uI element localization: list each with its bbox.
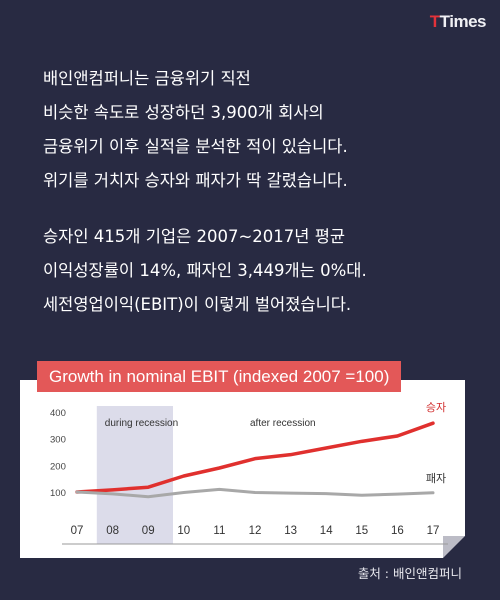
x-tick-label: 14 bbox=[320, 525, 333, 537]
y-tick-label: 300 bbox=[50, 435, 66, 446]
x-tick-label: 10 bbox=[177, 525, 190, 537]
x-tick-label: 08 bbox=[106, 525, 119, 537]
series-line-winner bbox=[75, 421, 435, 494]
body-text-line: 이익성장률이 14%, 패자인 3,449개는 0%대. bbox=[43, 261, 367, 280]
series-label-winner: 승자 bbox=[426, 401, 446, 414]
series-line-loser bbox=[75, 487, 435, 499]
body-text-line: 배인앤컴퍼니는 금융위기 직전 bbox=[43, 69, 251, 88]
recession-shading bbox=[96, 406, 173, 544]
body-text: 배인앤컴퍼니는 금융위기 직전 비슷한 속도로 성장하던 3,900개 회사의 … bbox=[43, 62, 463, 322]
after-recession-label: after recession bbox=[250, 418, 316, 429]
body-text-line: 금융위기 이후 실적을 분석한 적이 있습니다. bbox=[43, 137, 348, 156]
x-tick-label: 09 bbox=[142, 525, 155, 537]
y-tick-label: 100 bbox=[50, 488, 66, 499]
y-tick-label: 200 bbox=[50, 461, 66, 472]
x-tick-label: 16 bbox=[391, 525, 404, 537]
x-tick-label: 11 bbox=[213, 525, 225, 537]
card-folded-corner bbox=[443, 536, 465, 558]
x-tick-label: 12 bbox=[249, 525, 262, 537]
ttimes-logo: TTimes bbox=[429, 12, 487, 31]
x-tick-label: 15 bbox=[355, 525, 368, 537]
chart-card bbox=[20, 380, 465, 558]
x-tick-label: 07 bbox=[71, 525, 84, 537]
recession-label: during recession bbox=[105, 418, 178, 429]
y-tick-label: 400 bbox=[50, 408, 66, 419]
body-text-line: 세전영업이익(EBIT)이 이렇게 벌어졌습니다. bbox=[43, 295, 352, 314]
chart-title: Growth in nominal EBIT (indexed 2007 =10… bbox=[37, 361, 402, 392]
body-text-line: 승자인 415개 기업은 2007~2017년 평균 bbox=[43, 227, 346, 246]
source-note: 출처 : 배인앤컴퍼니 bbox=[357, 566, 462, 581]
series-label-loser: 패자 bbox=[426, 472, 446, 485]
x-tick-label: 17 bbox=[427, 525, 440, 537]
x-tick-label: 13 bbox=[284, 525, 297, 537]
body-text-line: 위기를 거치자 승자와 패자가 딱 갈렸습니다. bbox=[43, 171, 348, 190]
body-text-line: 비슷한 속도로 성장하던 3,900개 회사의 bbox=[43, 103, 324, 122]
